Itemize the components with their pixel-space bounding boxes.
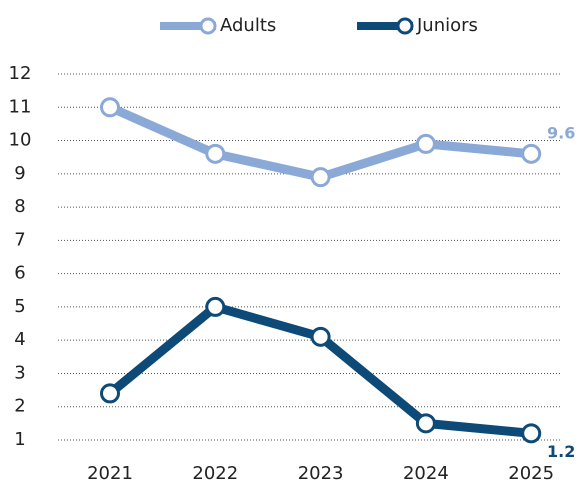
x-tick-label: 2024	[403, 463, 449, 484]
point	[415, 133, 436, 154]
legend-label: Adults	[220, 15, 276, 36]
y-tick-label: 11	[9, 96, 32, 117]
y-tick-label: 8	[14, 196, 25, 217]
point	[521, 143, 542, 164]
data-label: 1.2	[547, 442, 575, 461]
data-label: 9.6	[547, 123, 575, 142]
legend-label: Juniors	[416, 15, 478, 36]
point	[205, 143, 226, 164]
point	[415, 413, 436, 434]
legend-marker	[199, 17, 217, 35]
y-tick-label: 7	[14, 229, 25, 250]
point	[310, 326, 331, 347]
x-tick-label: 2023	[298, 463, 344, 484]
point	[205, 296, 226, 317]
point	[310, 167, 331, 188]
series-line	[108, 103, 532, 182]
point	[100, 383, 120, 404]
point	[521, 423, 542, 444]
y-tick-label: 5	[14, 296, 25, 317]
x-tick-label: 2022	[192, 463, 238, 484]
y-tick-label: 2	[14, 396, 25, 417]
x-tick-label: 2025	[508, 463, 554, 484]
y-tick-label: 12	[9, 63, 32, 84]
x-tick-label: 2021	[87, 463, 133, 484]
y-tick-label: 3	[14, 362, 25, 383]
point	[100, 97, 120, 118]
y-tick-label: 10	[9, 130, 32, 151]
legend-marker	[396, 17, 414, 35]
y-tick-label: 9	[14, 163, 25, 184]
y-tick-label: 6	[14, 263, 25, 284]
y-tick-label: 4	[14, 329, 25, 350]
y-tick-label: 1	[14, 429, 25, 450]
series-line	[107, 302, 532, 438]
